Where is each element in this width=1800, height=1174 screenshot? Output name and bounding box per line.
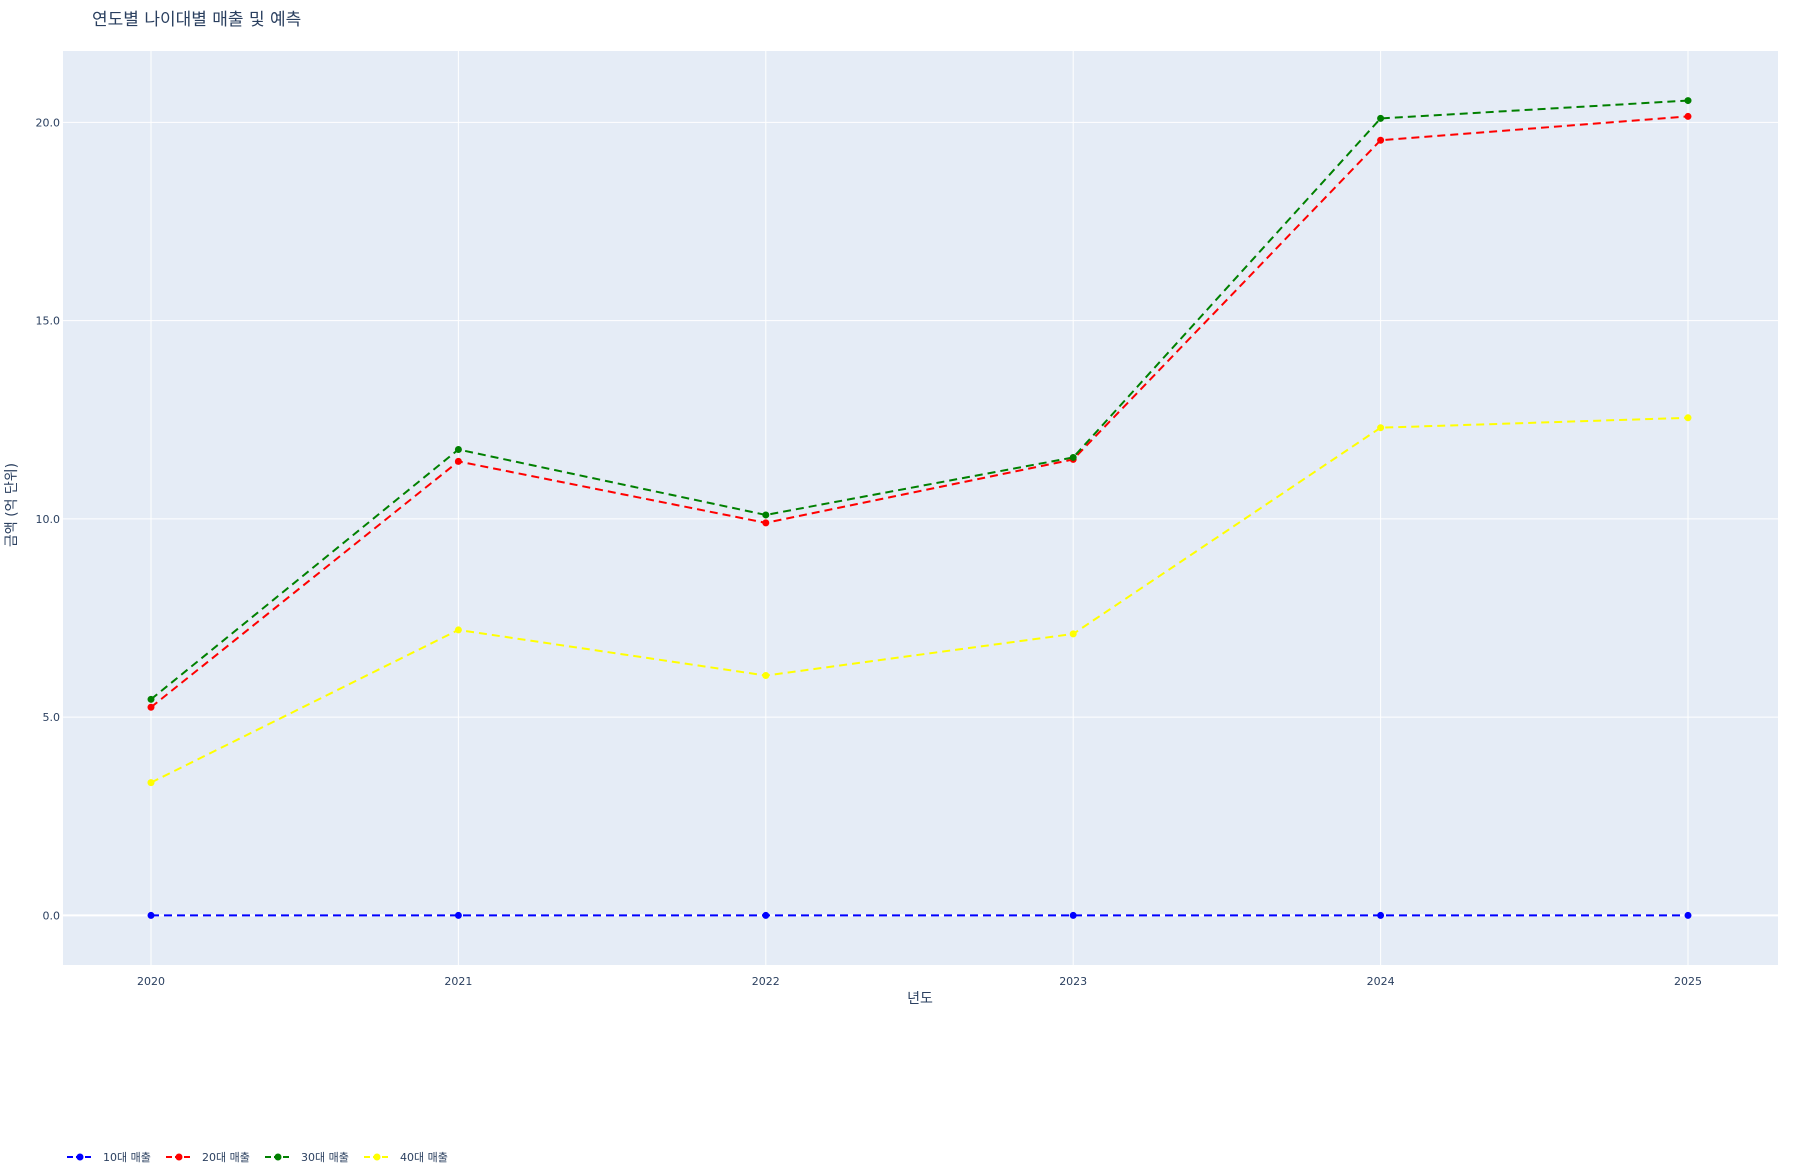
data-point[interactable] [1684,97,1692,105]
series-3 [147,97,1692,703]
plot-background [63,51,1778,965]
data-point[interactable] [1377,911,1385,919]
x-tick-label: 2024 [1367,975,1395,988]
data-point[interactable] [147,695,155,703]
data-point[interactable] [1377,424,1385,432]
legend-swatch-marker [76,1153,84,1161]
data-point[interactable] [1069,453,1077,461]
data-point[interactable] [147,703,155,711]
series-line [150,115,1689,709]
legend-label: 30대 매출 [301,1151,349,1164]
data-point[interactable] [1684,911,1692,919]
y-tick-label: 10.0 [36,513,61,526]
legend-item[interactable]: 10대 매출 [67,1151,151,1164]
x-tick-label: 2022 [752,975,780,988]
legend-label: 20대 매출 [202,1151,250,1164]
data-point[interactable] [762,672,770,680]
legend-label: 10대 매출 [103,1151,151,1164]
legend-swatch-marker [175,1153,183,1161]
data-point[interactable] [147,779,155,787]
data-point[interactable] [1684,414,1692,422]
y-tick-label: 0.0 [43,909,61,922]
data-point[interactable] [1069,630,1077,638]
data-point[interactable] [762,511,770,519]
data-point[interactable] [762,911,770,919]
series-line [150,416,1689,784]
series-1 [147,911,1692,919]
data-point[interactable] [762,519,770,527]
series-2 [147,112,1692,711]
data-point[interactable] [1069,911,1077,919]
legend-swatch-marker [373,1153,381,1161]
x-tick-label: 2020 [137,975,165,988]
y-tick-label: 20.0 [36,116,61,129]
x-tick-label: 2025 [1674,975,1702,988]
y-tick-label: 15.0 [36,315,61,328]
x-tick-label: 2023 [1059,975,1087,988]
y-axis-title: 금액 (억 단위) [4,463,20,547]
data-point[interactable] [454,457,462,465]
legend: 10대 매출 20대 매출 30대 매출 40대 매출 [67,1151,448,1164]
legend-item[interactable]: 30대 매출 [265,1151,349,1164]
data-point[interactable] [147,911,155,919]
data-point[interactable] [454,446,462,454]
plot-area: 2020 2021 2022 2023 2024 2025 0.0 5.0 10.0 15.0 20… [36,51,1778,988]
legend-item[interactable]: 20대 매출 [166,1151,250,1164]
data-point[interactable] [1377,114,1385,122]
series-line [150,99,1689,701]
x-axis-title: 년도 [907,991,933,1007]
data-point[interactable] [1684,112,1692,120]
legend-label: 40대 매출 [400,1151,448,1164]
x-tick-label: 2021 [444,975,472,988]
y-tick-label: 5.0 [43,711,61,724]
data-point[interactable] [1377,136,1385,144]
series-4 [147,414,1692,787]
legend-swatch-marker [274,1153,282,1161]
chart-title: 연도별 나이대별 매출 및 예측 [92,10,301,30]
data-point[interactable] [454,626,462,634]
data-point[interactable] [454,911,462,919]
legend-item[interactable]: 40대 매출 [364,1151,448,1164]
